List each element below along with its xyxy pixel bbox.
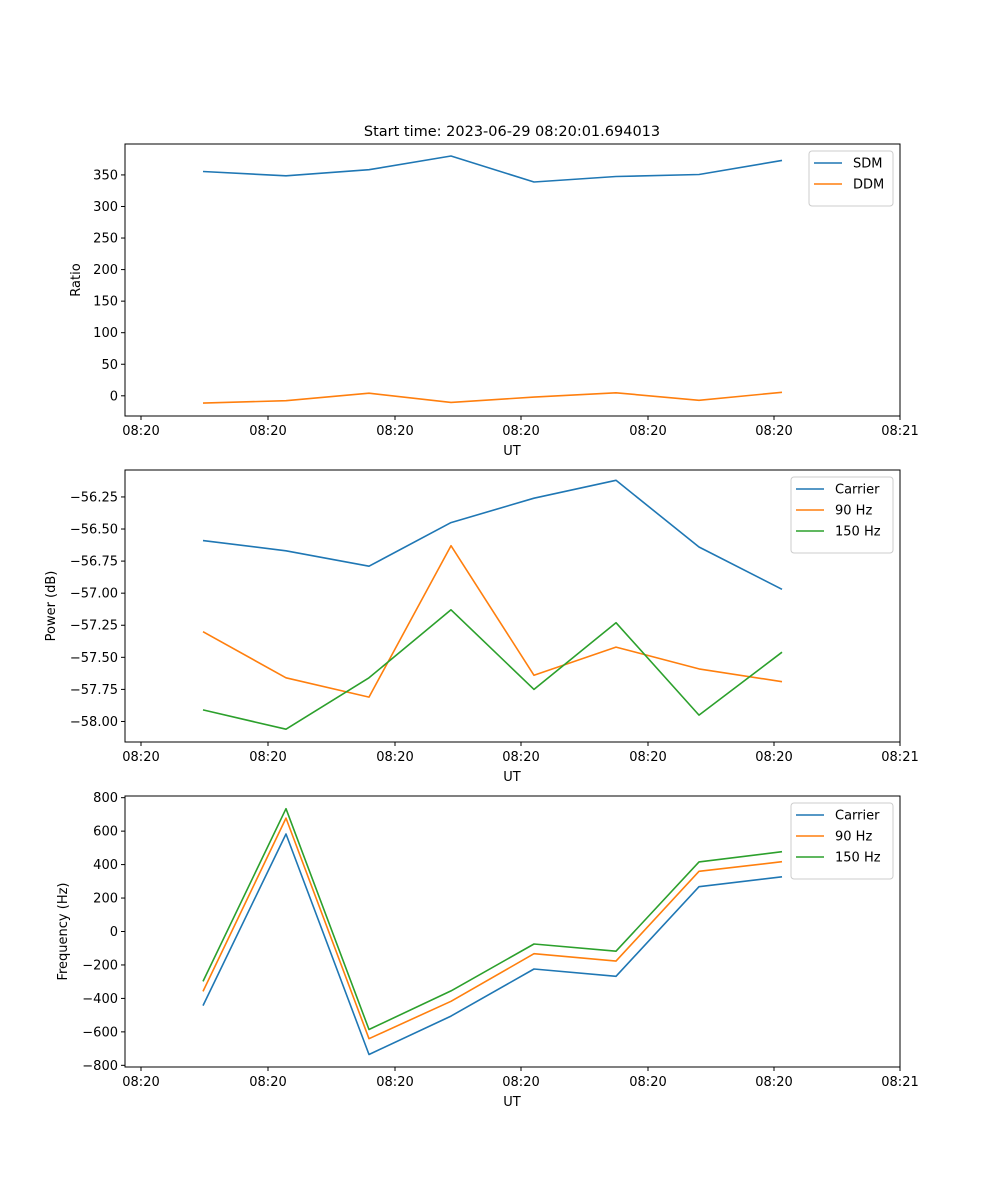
legend: Carrier 90 Hz 150 Hz (790, 476, 894, 554)
y-tick-label: −56.25 (70, 490, 118, 505)
y-axis-label: Power (dB) (44, 571, 59, 642)
x-tick-label: 08:20 (502, 1075, 539, 1090)
chart-panel-3: 08:20 08:20 08:20 08:20 08:20 08:20 08:21 −800 −… (56, 791, 919, 1110)
y-tick-label: 350 (93, 168, 118, 183)
legend: Carrier 90 Hz 150 Hz (790, 802, 894, 880)
x-tick-label: 08:20 (629, 1075, 666, 1090)
legend-label: DDM (853, 178, 884, 193)
series-line-150-hz (202, 608, 783, 731)
y-tick-label: −58.00 (70, 715, 118, 730)
x-axis-label: UT (503, 770, 521, 785)
series-line-150-hz (202, 807, 783, 1031)
y-tick-label: −400 (82, 992, 118, 1007)
legend-box (790, 476, 894, 554)
y-tick-label: −57.25 (70, 619, 118, 634)
x-tick-label: 08:21 (881, 1075, 918, 1090)
x-tick-label: 08:20 (249, 750, 286, 765)
y-tick-label: 200 (93, 263, 118, 278)
legend-label: 90 Hz (835, 830, 872, 845)
series-line-90-hz (202, 544, 783, 698)
y-tick-label: −57.75 (70, 683, 118, 698)
x-tick-label: 08:21 (881, 750, 918, 765)
y-tick-label: −800 (82, 1059, 118, 1074)
y-tick-label: 150 (93, 295, 118, 310)
x-tick-label: 08:20 (122, 750, 159, 765)
x-tick-label: 08:20 (122, 1075, 159, 1090)
y-tick-label: 300 (93, 200, 118, 215)
x-tick-label: 08:20 (249, 424, 286, 439)
y-axis-label: Ratio (69, 263, 84, 296)
chart-panel-1: 08:20 08:20 08:20 08:20 08:20 08:20 08:21 0 50 10… (69, 143, 919, 459)
y-tick-label: −56.50 (70, 523, 118, 538)
x-tick-label: 08:20 (376, 424, 413, 439)
y-tick-label: 0 (110, 925, 118, 940)
legend-label: Carrier (835, 483, 880, 498)
legend-label: 90 Hz (835, 504, 872, 519)
legend-box (808, 150, 894, 207)
series-line-ddm (202, 391, 783, 404)
y-tick-label: 800 (93, 791, 118, 806)
y-axis-label: Frequency (Hz) (56, 882, 71, 980)
series-line-90-hz (202, 817, 783, 1040)
x-tick-label: 08:20 (249, 1075, 286, 1090)
y-tick-label: 400 (93, 858, 118, 873)
y-tick-label: 50 (101, 358, 118, 373)
x-tick-label: 08:20 (502, 750, 539, 765)
y-tick-label: 600 (93, 825, 118, 840)
x-tick-label: 08:21 (881, 424, 918, 439)
series-line-carrier (202, 833, 783, 1056)
x-tick-label: 08:20 (122, 424, 159, 439)
panels: 08:20 08:20 08:20 08:20 08:20 08:20 08:21 0 50 10… (44, 143, 919, 1110)
y-tick-label: 100 (93, 326, 118, 341)
series-line-carrier (202, 479, 783, 591)
x-axis-label: UT (503, 444, 521, 459)
chart-panel-2: 08:20 08:20 08:20 08:20 08:20 08:20 08:21 −58.0… (44, 469, 919, 785)
legend-box (790, 802, 894, 880)
legend-label: SDM (853, 157, 882, 172)
y-tick-label: 250 (93, 232, 118, 247)
x-tick-label: 08:20 (629, 424, 666, 439)
legend-label: 150 Hz (835, 525, 881, 540)
x-tick-label: 08:20 (755, 1075, 792, 1090)
y-tick-label: −600 (82, 1025, 118, 1040)
y-tick-label: −57.50 (70, 651, 118, 666)
x-tick-label: 08:20 (755, 750, 792, 765)
y-tick-label: 200 (93, 892, 118, 907)
x-axis-label: UT (503, 1095, 521, 1110)
y-tick-label: 0 (110, 389, 118, 404)
x-tick-label: 08:20 (755, 424, 792, 439)
plot-area-frame (124, 469, 901, 743)
plot-area-frame (124, 143, 901, 417)
x-tick-label: 08:20 (376, 1075, 413, 1090)
legend-label: 150 Hz (835, 851, 881, 866)
legend-label: Carrier (835, 809, 880, 824)
figure-title: Start time: 2023-06-29 08:20:01.694013 (364, 124, 660, 140)
x-tick-label: 08:20 (629, 750, 666, 765)
x-tick-label: 08:20 (376, 750, 413, 765)
y-tick-label: −56.75 (70, 555, 118, 570)
series-line-sdm (202, 155, 783, 183)
y-tick-label: −200 (82, 958, 118, 973)
x-tick-label: 08:20 (502, 424, 539, 439)
y-tick-label: −57.00 (70, 587, 118, 602)
legend: SDM DDM (808, 150, 894, 207)
